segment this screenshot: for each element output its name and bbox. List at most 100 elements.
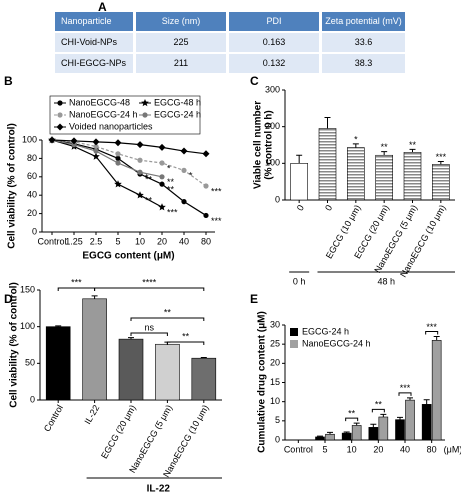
bar (45, 326, 71, 401)
y-tick-label: 0 (275, 434, 280, 444)
y-tick-label: 25 (270, 339, 280, 349)
x-tick-label: Control (42, 403, 65, 433)
panel-label: D (4, 292, 13, 306)
marker (181, 199, 187, 205)
table-cell-text: 225 (173, 37, 188, 47)
legend-marker (56, 123, 64, 131)
significance-bracket (130, 317, 205, 321)
marker (115, 160, 121, 166)
bar (191, 357, 217, 401)
table-header-text: Zeta potential (mV) (325, 16, 402, 26)
significance-bracket (166, 341, 205, 345)
table-header-text: Nanoparticle (61, 16, 112, 26)
x-tick-label: 80 (201, 236, 211, 246)
panel-label: B (4, 74, 13, 88)
bar (290, 163, 308, 201)
marker (136, 141, 144, 149)
error-bar (296, 154, 303, 164)
marker (115, 155, 121, 161)
marker (48, 136, 56, 144)
error-bar (352, 143, 359, 148)
x-tick-label: 1.25 (65, 236, 83, 246)
y-axis-title: Cell viability (% of control) (7, 123, 18, 249)
legend-label: Voided nanoparticles (69, 121, 153, 131)
bar (325, 433, 335, 441)
marker (92, 152, 100, 160)
error-bar (409, 148, 416, 153)
marker (114, 139, 122, 147)
significance-label: *** (71, 277, 82, 287)
table-cell (322, 54, 405, 73)
x-tick-label: 20 (157, 236, 167, 246)
marker (137, 169, 143, 175)
significance-label: ** (348, 409, 356, 419)
error-bar (437, 161, 444, 165)
bar (315, 436, 325, 441)
x-tick-label: 0 (323, 203, 334, 212)
table-cell-text: 211 (174, 58, 188, 68)
table-header-cell (55, 12, 133, 31)
significance-label: ** (167, 185, 175, 195)
error-bar (327, 431, 333, 435)
marker (180, 147, 188, 155)
significance-label: *** (211, 186, 222, 196)
significance-label: *** (400, 383, 411, 393)
table-cell (229, 54, 319, 73)
table-header-cell (322, 12, 405, 31)
error-bar (380, 413, 387, 417)
marker (71, 142, 77, 148)
panel-label: E (250, 292, 258, 306)
legend-marker (142, 112, 148, 118)
legend-label: NanoEGCG-24 h (69, 109, 138, 119)
marker (159, 174, 165, 180)
significance-bracket (130, 332, 168, 336)
x-tick-label: 10 (347, 444, 357, 454)
significance-label: ** (164, 307, 172, 317)
legend-marker (57, 112, 63, 118)
y-tick-label: 100 (22, 134, 37, 144)
error-bar (317, 435, 323, 437)
y-tick-label: 100 (20, 321, 35, 331)
y-tick-label: 5 (275, 415, 280, 425)
table-header-cell (229, 12, 319, 31)
bar (432, 164, 450, 201)
significance-label: * (354, 134, 358, 144)
x-tick-label: 40 (179, 236, 189, 246)
table-cell (136, 54, 226, 73)
y-tick-label: 100 (265, 158, 280, 168)
marker (93, 148, 99, 154)
significance-bracket (94, 287, 205, 291)
marker (70, 137, 78, 145)
error-bar (353, 422, 360, 426)
error-bar (423, 399, 430, 405)
marker (93, 143, 99, 150)
x-tick-label: 40 (400, 444, 410, 454)
series-line (51, 139, 163, 178)
marker (158, 143, 166, 151)
y-tick-label: 30 (270, 319, 280, 329)
y-tick-label: 150 (20, 284, 35, 294)
table-cell-text: CHI-Void-NPs (61, 37, 118, 47)
marker (159, 181, 165, 187)
significance-label: ** (381, 142, 389, 152)
legend-label: NanoEGCG-48 (69, 97, 130, 107)
marker (203, 212, 209, 219)
significance-bracket (398, 392, 412, 396)
x-tick-label: IL-22 (82, 403, 101, 426)
significance-bracket (371, 408, 385, 413)
error-bar (91, 295, 98, 299)
bar (403, 152, 422, 201)
significance-label: *** (211, 216, 222, 226)
legend-label: EGCG-24 h (302, 326, 349, 336)
y-tick-label: 10 (270, 396, 280, 406)
error-bar (128, 337, 134, 340)
marker (159, 160, 165, 166)
marker (92, 138, 100, 146)
bar (431, 340, 442, 441)
x-axis-title: EGCG content (μM) (82, 251, 174, 262)
x-tick-label: 2.5 (90, 236, 103, 246)
bar (341, 432, 352, 441)
bar (421, 404, 432, 441)
